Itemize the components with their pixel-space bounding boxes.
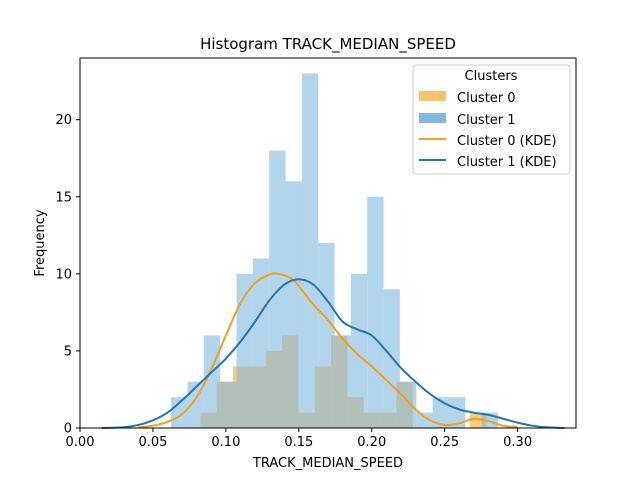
bar-cluster-1-10: [334, 335, 351, 428]
bar-cluster-1-7: [285, 181, 302, 428]
x-tick-label-5: 0.25: [430, 435, 459, 450]
legend-label-cluster-0: Cluster 0: [457, 91, 516, 106]
legend-title: Clusters: [465, 69, 518, 84]
x-tick-label-6: 0.30: [503, 435, 532, 450]
legend-label-cluster-1-kde: Cluster 1 (KDE): [457, 155, 557, 170]
legend-frame: [412, 64, 571, 175]
bar-cluster-1-11: [350, 273, 368, 428]
bar-cluster-1-8: [301, 73, 319, 429]
y-axis-label: Frequency: [33, 209, 48, 276]
x-tick-label-2: 0.10: [211, 435, 240, 450]
bar-cluster-1-0: [171, 397, 188, 428]
y-tick-label-4: 20: [55, 113, 72, 128]
axes: 0.00 0.05 0.10 0.15 0.20 0.25 0.30 0 5 10 15 20: [55, 57, 577, 450]
kde-line-cluster-1: [101, 278, 565, 429]
y-tick-label-2: 10: [55, 267, 72, 282]
bar-cluster-1-14: [399, 381, 417, 428]
bar-cluster-1-12: [367, 196, 384, 428]
legend-label-cluster-1: Cluster 1: [457, 113, 516, 128]
bar-cluster-1-4: [236, 273, 253, 428]
legend-swatch-cluster-1: [419, 113, 446, 123]
kde-curves: [101, 272, 565, 429]
x-tick-label-3: 0.15: [284, 435, 313, 450]
legend: Clusters Cluster 0 Cluster 1 Cluster 0 (…: [412, 64, 571, 175]
bar-cluster-1-15: [416, 412, 433, 428]
axes-frame: [79, 57, 577, 429]
x-tick-label-1: 0.05: [138, 435, 167, 450]
kde-line-cluster-0: [138, 272, 518, 429]
bar-cluster-1-16: [432, 397, 449, 428]
x-tick-label-4: 0.20: [357, 435, 386, 450]
y-tick-label-1: 5: [64, 344, 72, 359]
legend-label-cluster-0-kde: Cluster 0 (KDE): [457, 134, 557, 149]
y-tick-label-3: 15: [55, 190, 72, 205]
histogram-bars: [171, 73, 498, 429]
bar-cluster-1-17: [448, 397, 466, 428]
legend-swatch-cluster-0: [419, 91, 446, 101]
x-tick-label-0: 0.00: [66, 435, 95, 450]
chart-title: Histogram TRACK_MEDIAN_SPEED: [200, 35, 456, 54]
x-axis-label: TRACK_MEDIAN_SPEED: [252, 456, 403, 471]
bar-cluster-1-5: [252, 258, 270, 428]
bar-cluster-1-6: [269, 150, 286, 428]
y-tick-label-0: 0: [64, 422, 72, 437]
bar-cluster-1-3: [220, 381, 237, 428]
bar-cluster-1-9: [318, 243, 335, 428]
